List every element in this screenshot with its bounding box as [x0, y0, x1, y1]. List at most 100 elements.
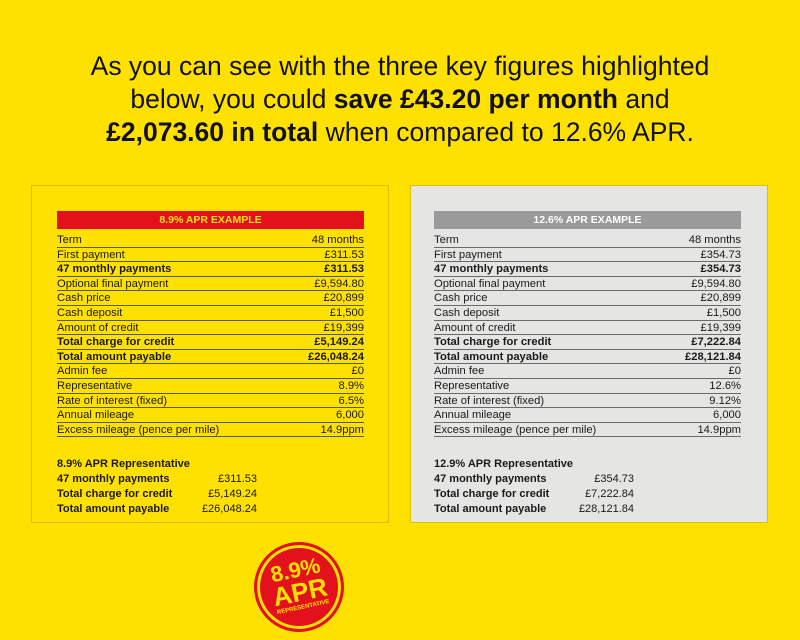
- summary-title: 12.9% APR Representative: [434, 458, 573, 470]
- row-value: 9.12%: [709, 394, 741, 407]
- row-label: Rate of interest (fixed): [57, 394, 168, 407]
- table-row: First payment £311.53: [57, 248, 364, 263]
- table-row: Rate of interest (fixed) 9.12%: [434, 394, 741, 409]
- table-row: Annual mileage 6,000: [57, 408, 364, 423]
- table-row: Cash price £20,899: [434, 291, 741, 306]
- summary-label: Total charge for credit: [434, 488, 550, 500]
- row-value: £19,399: [700, 321, 741, 334]
- table-row: First payment £354.73: [434, 248, 741, 263]
- example-table: Term 48 months First payment £311.53 47 mont…: [57, 233, 364, 438]
- row-label: Optional final payment: [57, 277, 169, 290]
- example-table: Term 48 months First payment £354.73 47 mont…: [434, 233, 741, 438]
- summary-row: Total amount payable £28,121.84: [434, 502, 636, 517]
- summary-value: £5,149.24: [208, 488, 257, 500]
- row-label: Amount of credit: [57, 321, 139, 334]
- row-value: £9,594.80: [691, 277, 741, 290]
- row-label: Cash price: [434, 292, 488, 305]
- headline-line-2: below, you could save £43.20 per month a…: [0, 83, 800, 116]
- summary-row: Total charge for credit £5,149.24: [57, 487, 259, 502]
- row-value: £311.53: [324, 263, 364, 276]
- table-row: Optional final payment £9,594.80: [434, 277, 741, 292]
- row-label: Term: [434, 234, 459, 246]
- row-value: 6.5%: [338, 394, 365, 407]
- headline-line-3: £2,073.60 in total when compared to 12.6…: [0, 116, 800, 149]
- table-row: 47 monthly payments £354.73: [434, 262, 741, 277]
- row-label: Total charge for credit: [57, 336, 175, 349]
- row-label: Excess mileage (pence per mile): [434, 423, 597, 436]
- row-value: £28,121.84: [685, 350, 741, 363]
- table-row: Total charge for credit £5,149.24: [57, 335, 364, 350]
- table-row: Excess mileage (pence per mile) 14.9ppm: [57, 423, 364, 438]
- row-label: Cash price: [57, 292, 111, 305]
- row-label: 47 monthly payments: [434, 263, 549, 276]
- row-value: 48 months: [688, 234, 741, 246]
- table-row: Cash price £20,899: [57, 291, 364, 306]
- row-label: Excess mileage (pence per mile): [57, 423, 220, 436]
- table-row: Amount of credit £19,399: [434, 321, 741, 336]
- row-label: Annual mileage: [434, 409, 512, 422]
- row-value: £1,500: [329, 306, 364, 319]
- summary-label: 47 monthly payments: [57, 473, 170, 485]
- representative-summary: 8.9% APR Representative 47 monthly paymen…: [57, 457, 259, 517]
- table-row: Optional final payment £9,594.80: [57, 277, 364, 292]
- row-value: 8.9%: [338, 379, 365, 392]
- panel-title-bar: 8.9% APR EXAMPLE: [57, 211, 364, 229]
- table-row: Cash deposit £1,500: [57, 306, 364, 321]
- apr-stamp-badge: 8.9% APR REPRESENTATIVE: [245, 533, 353, 640]
- row-label: Amount of credit: [434, 321, 516, 334]
- table-row: Cash deposit £1,500: [434, 306, 741, 321]
- row-label: Total amount payable: [434, 350, 549, 363]
- row-value: £7,222.84: [691, 336, 741, 349]
- table-row: Representative 8.9%: [57, 379, 364, 394]
- row-label: Term: [57, 234, 82, 246]
- summary-row: 47 monthly payments £354.73: [434, 472, 636, 487]
- summary-value: £26,048.24: [201, 503, 257, 515]
- row-value: £26,048.24: [308, 350, 364, 363]
- row-label: Representative: [434, 379, 510, 392]
- table-row: Total amount payable £26,048.24: [57, 350, 364, 365]
- table-row: Representative 12.6%: [434, 379, 741, 394]
- summary-value: £7,222.84: [585, 488, 634, 500]
- table-row: Rate of interest (fixed) 6.5%: [57, 394, 364, 409]
- apr-example-panel-12-6: 12.6% APR EXAMPLE Term 48 months First pay…: [410, 185, 768, 523]
- row-value: 14.9ppm: [320, 423, 364, 436]
- apr-example-panel-8-9: 8.9% APR EXAMPLE Term 48 months First paym…: [31, 185, 389, 640]
- row-value: 6,000: [713, 409, 741, 422]
- headline-highlight: £2,073.60 in total: [106, 117, 319, 147]
- row-label: Admin fee: [434, 365, 485, 378]
- row-label: Total amount payable: [57, 350, 172, 363]
- row-label: Cash deposit: [57, 306, 123, 319]
- summary-value: £28,121.84: [578, 503, 634, 515]
- summary-value: £311.53: [218, 473, 257, 485]
- row-value: £0: [728, 365, 741, 378]
- headline-highlight: save £43.20 per month: [333, 84, 618, 114]
- table-row: Total amount payable £28,121.84: [434, 350, 741, 365]
- summary-label: Total amount payable: [57, 503, 170, 515]
- table-row: Term 48 months: [434, 233, 741, 248]
- table-row: Total charge for credit £7,222.84: [434, 335, 741, 350]
- representative-summary: 12.9% APR Representative 47 monthly payme…: [434, 457, 636, 517]
- row-value: £9,594.80: [314, 277, 364, 290]
- row-value: 12.6%: [709, 379, 741, 392]
- summary-row: 47 monthly payments £311.53: [57, 472, 259, 487]
- summary-label: Total charge for credit: [57, 488, 173, 500]
- summary-label: 47 monthly payments: [434, 473, 547, 485]
- row-value: £1,500: [706, 306, 741, 319]
- row-value: 48 months: [311, 234, 364, 246]
- row-value: 6,000: [336, 409, 364, 422]
- row-value: £20,899: [323, 292, 364, 305]
- row-label: Rate of interest (fixed): [434, 394, 545, 407]
- row-label: Annual mileage: [57, 409, 135, 422]
- row-value: £20,899: [700, 292, 741, 305]
- table-row: 47 monthly payments £311.53: [57, 262, 364, 277]
- row-value: £311.53: [324, 248, 364, 261]
- table-row: Excess mileage (pence per mile) 14.9ppm: [434, 423, 741, 438]
- summary-label: Total amount payable: [434, 503, 547, 515]
- row-label: 47 monthly payments: [57, 263, 172, 276]
- table-row: Admin fee £0: [57, 364, 364, 379]
- headline-text: when compared to 12.6% APR.: [318, 117, 694, 147]
- row-value: £0: [351, 365, 364, 378]
- headline-text: below, you could: [130, 84, 334, 114]
- row-label: Total charge for credit: [434, 336, 552, 349]
- panel-title-bar: 12.6% APR EXAMPLE: [434, 211, 741, 229]
